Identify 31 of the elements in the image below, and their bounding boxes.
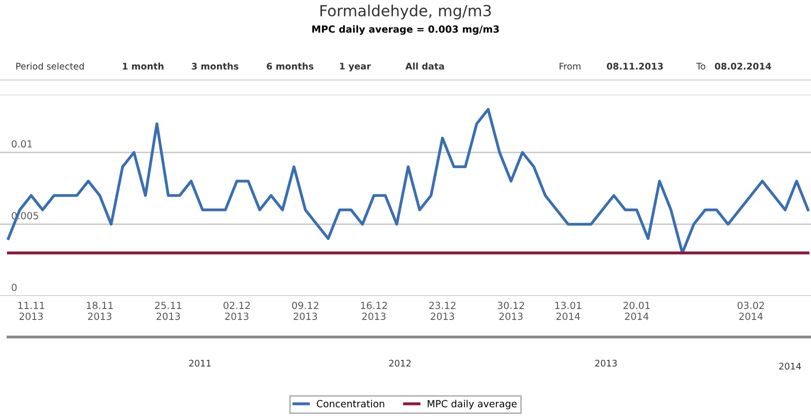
text: 1 month [122, 62, 164, 70]
text: 08.02.2014 [714, 62, 772, 70]
x-tick-label: 03.02 2014 [738, 302, 764, 320]
x-tick-label: 11.11 2013 [18, 302, 44, 320]
chart-title: Formaldehyde, mg/m3 [320, 4, 491, 20]
text: 3 months [192, 62, 238, 70]
x-tick-label: 23.12 2013 [429, 302, 456, 320]
legend-label: MPC daily average [428, 400, 517, 410]
x-tick-label: 13.01 2014 [555, 302, 582, 320]
x-tick-label: 16.12 2013 [361, 302, 387, 320]
chart-subtitle: MPC daily average = 0.003 mg/m3 [312, 25, 499, 35]
text: 2012 [389, 360, 411, 367]
text: 08.11.2013 [606, 62, 663, 70]
text: 1 year [340, 62, 371, 72]
text: 2013 [595, 360, 617, 367]
text: 2011 [189, 360, 211, 367]
text: Period selected [16, 62, 84, 70]
text: From [560, 62, 580, 70]
x-tick-label: 02.12 2013 [224, 302, 250, 320]
text: All data [405, 62, 444, 70]
x-tick-label: 30.12 2013 [498, 302, 524, 320]
x-tick-label: 20.01 2014 [623, 302, 650, 320]
x-tick-label: 18.11 2013 [86, 302, 113, 320]
text: 2014 [779, 362, 801, 370]
text: To [696, 62, 706, 70]
text: 6 months [266, 62, 314, 70]
legend-label: Concentration [316, 400, 384, 408]
y-tick-label: 0.01 [12, 140, 32, 148]
y-tick-label: 0 [12, 284, 17, 292]
x-tick-label: 25.11 2013 [155, 302, 182, 320]
x-tick-label: 09.12 2013 [292, 302, 318, 320]
